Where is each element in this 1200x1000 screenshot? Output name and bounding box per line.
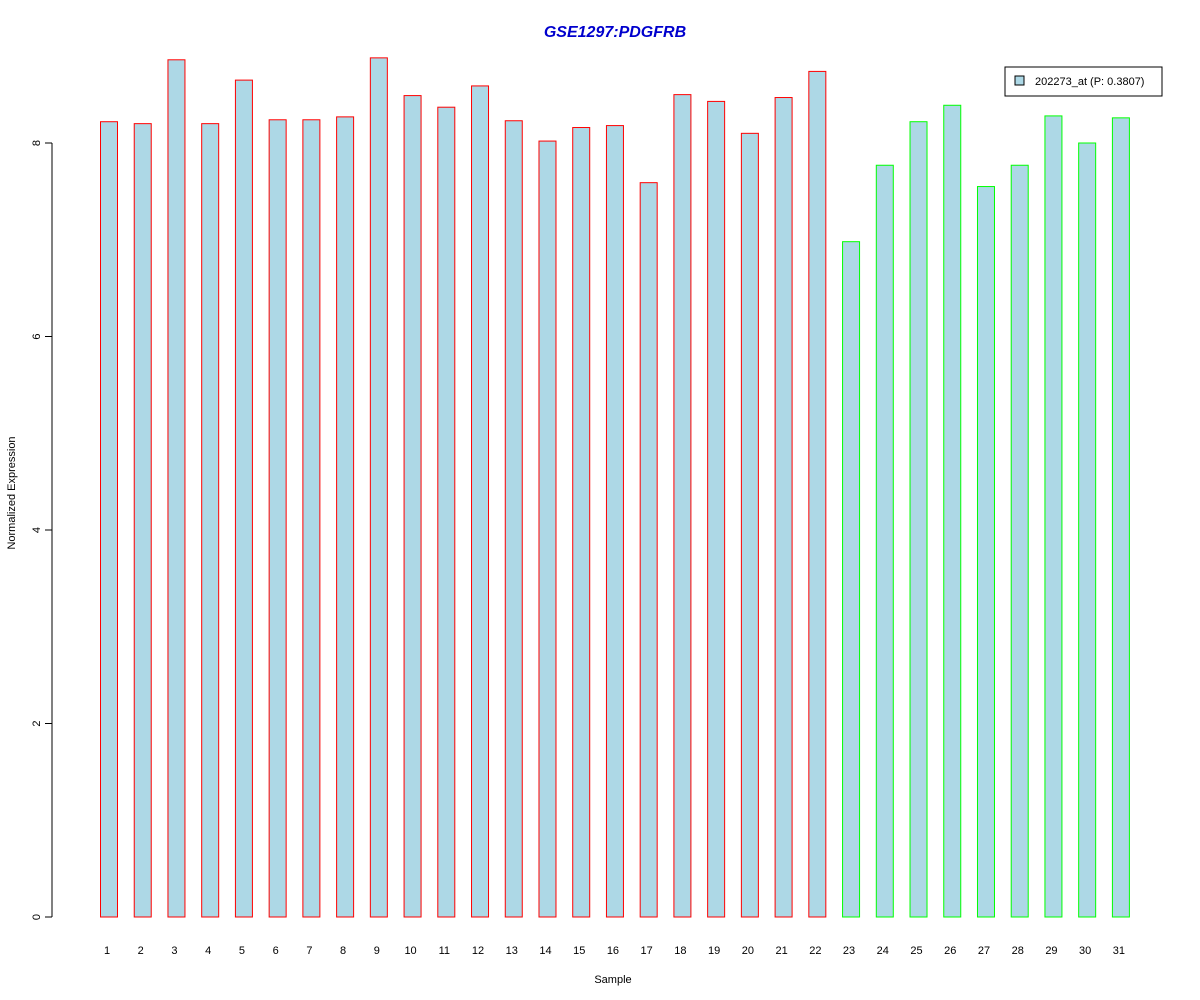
x-tick-label: 20 <box>742 945 754 957</box>
bar-sample-9 <box>369 57 388 918</box>
bar-sample-17 <box>639 182 658 918</box>
bar-sample-19 <box>707 100 726 918</box>
x-tick-label: 19 <box>708 945 720 957</box>
y-axis: 0 2 4 6 8 <box>31 140 53 920</box>
x-tick-label: 24 <box>877 945 889 957</box>
x-tick-labels: 1 2 3 4 5 6 7 8 9 10 11 12 13 14 15 16 17 18 19 20 21 22 23 24 2… <box>104 945 1125 957</box>
bar-sample-23 <box>842 241 861 918</box>
x-tick-label: 27 <box>978 945 990 957</box>
x-tick-label: 17 <box>641 945 653 957</box>
x-tick-label: 23 <box>843 945 855 957</box>
bar-sample-31 <box>1111 117 1130 918</box>
x-tick-label: 4 <box>205 945 211 957</box>
bar-sample-28 <box>1010 164 1029 918</box>
bar-sample-15 <box>572 127 591 918</box>
bar-sample-30 <box>1078 142 1097 918</box>
x-tick-label: 14 <box>539 945 551 957</box>
bar-sample-22 <box>808 70 827 918</box>
x-tick-label: 26 <box>944 945 956 957</box>
x-tick-label: 12 <box>472 945 484 957</box>
y-tick-label: 6 <box>31 333 43 339</box>
x-axis-label: Sample <box>594 974 631 986</box>
bar-sample-13 <box>504 120 523 918</box>
x-tick-label: 25 <box>910 945 922 957</box>
x-tick-label: 15 <box>573 945 585 957</box>
chart-title: GSE1297:PDGFRB <box>544 24 686 41</box>
x-tick-label: 11 <box>439 945 450 957</box>
x-tick-label: 10 <box>404 945 416 957</box>
bar-series <box>100 57 1130 918</box>
x-tick-label: 16 <box>607 945 619 957</box>
y-tick-label: 2 <box>31 720 43 726</box>
bar-sample-24 <box>875 164 894 918</box>
bar-sample-8 <box>336 116 355 918</box>
bar-sample-18 <box>673 94 692 918</box>
x-tick-label: 28 <box>1012 945 1024 957</box>
bar-sample-16 <box>605 125 624 918</box>
bar-sample-1 <box>100 121 118 918</box>
legend: 202273_at (P: 0.3807) <box>1004 66 1163 97</box>
x-tick-label: 6 <box>273 945 279 957</box>
bar-sample-26 <box>943 104 962 918</box>
x-tick-label: 8 <box>340 945 346 957</box>
bar-sample-20 <box>740 132 759 918</box>
bar-sample-2 <box>133 123 152 918</box>
y-tick-label: 8 <box>31 140 43 146</box>
x-tick-label: 29 <box>1045 945 1057 957</box>
bar-sample-11 <box>437 106 456 918</box>
x-tick-label: 5 <box>239 945 245 957</box>
x-tick-label: 31 <box>1113 945 1125 957</box>
x-tick-label: 18 <box>674 945 686 957</box>
bar-sample-12 <box>471 85 490 918</box>
bar-sample-25 <box>909 121 928 918</box>
bar-sample-7 <box>302 119 321 918</box>
x-tick-label: 22 <box>809 945 821 957</box>
y-axis-label: Normalized Expression <box>6 436 18 549</box>
legend-swatch <box>1014 75 1025 86</box>
x-tick-label: 30 <box>1079 945 1091 957</box>
x-tick-label: 3 <box>171 945 177 957</box>
x-tick-label: 9 <box>374 945 380 957</box>
y-tick-label: 4 <box>31 527 43 533</box>
bar-sample-10 <box>403 95 422 918</box>
x-tick-label: 7 <box>306 945 312 957</box>
bar-sample-27 <box>976 186 995 918</box>
bar-sample-6 <box>268 119 287 918</box>
x-tick-label: 21 <box>775 945 787 957</box>
bar-sample-14 <box>538 140 557 918</box>
legend-box <box>1004 66 1163 97</box>
x-tick-label: 2 <box>138 945 144 957</box>
bar-sample-21 <box>774 97 793 918</box>
bar-sample-29 <box>1044 115 1063 918</box>
bar-sample-3 <box>167 59 186 918</box>
y-tick-label: 0 <box>31 914 43 920</box>
x-tick-label: 13 <box>506 945 518 957</box>
bar-sample-5 <box>234 79 253 918</box>
x-tick-label: 1 <box>104 945 110 957</box>
legend-label: 202273_at (P: 0.3807) <box>1035 76 1144 88</box>
bar-sample-4 <box>201 123 220 918</box>
